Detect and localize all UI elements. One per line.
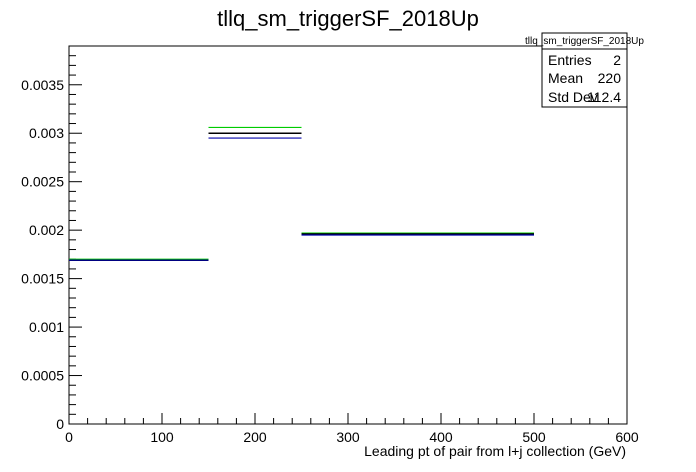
x-tick-label: 200: [243, 429, 267, 445]
x-axis-ticks: [68, 413, 628, 424]
stats-mean-value: 220: [598, 70, 622, 86]
x-tick-label: 600: [615, 429, 639, 445]
x-tick-label: 0: [65, 429, 73, 445]
x-axis-title: Leading pt of pair from l+j collection (…: [364, 443, 626, 459]
stats-stddev-label: Std Dev: [548, 89, 598, 105]
y-tick-label: 0.0035: [21, 77, 64, 93]
stats-entries-value: 2: [613, 52, 621, 68]
x-axis-tick-labels: 0 100 200 300 400 500 600: [65, 429, 639, 445]
x-tick-label: 300: [336, 429, 360, 445]
chart-title: tllq_sm_triggerSF_2018Up: [217, 6, 479, 31]
x-tick-label: 500: [522, 429, 546, 445]
y-axis-tick-labels: 0 0.0005 0.001 0.0015 0.002 0.0025 0.003 0.0035: [21, 77, 64, 432]
stats-mean-label: Mean: [548, 70, 583, 86]
stats-box: tllq_sm_triggerSF_2018Up Entries 2 Mean …: [525, 32, 644, 108]
stats-entries-label: Entries: [548, 52, 592, 68]
y-tick-label: 0.0005: [21, 368, 64, 384]
x-tick-label: 400: [429, 429, 453, 445]
y-tick-label: 0.001: [29, 319, 64, 335]
y-tick-label: 0.0015: [21, 271, 64, 287]
stats-stddev-value: 112.4: [587, 89, 621, 105]
y-axis-ticks: [69, 45, 82, 425]
y-tick-label: 0.002: [29, 222, 64, 238]
y-tick-label: 0.0025: [21, 174, 64, 190]
stats-box-title: tllq_sm_triggerSF_2018Up: [525, 36, 644, 47]
stats-box-border: [541, 32, 628, 108]
y-tick-label: 0: [56, 416, 64, 432]
x-tick-label: 100: [150, 429, 174, 445]
y-tick-label: 0.003: [29, 125, 64, 141]
histogram-bins: [69, 126, 534, 261]
